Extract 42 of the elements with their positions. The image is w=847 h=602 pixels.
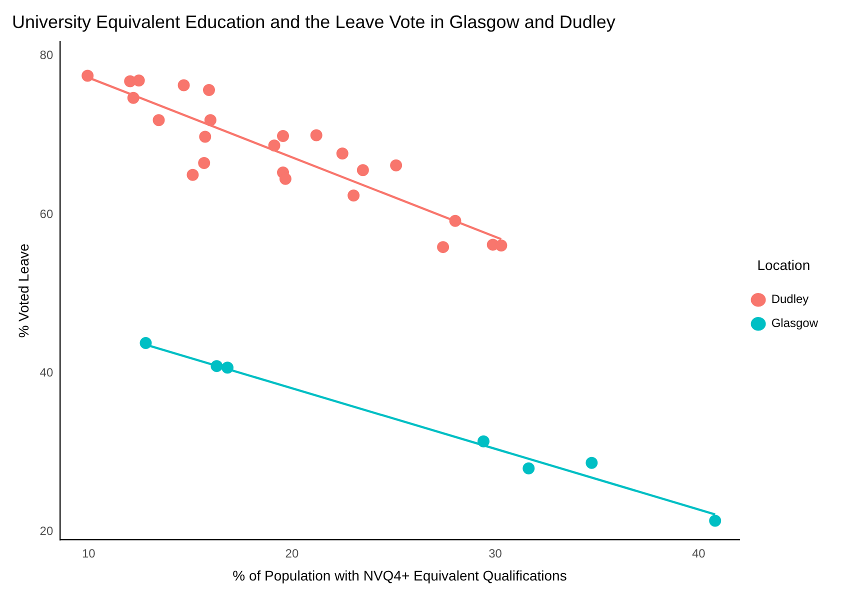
y-axis-title: % Voted Leave [15,243,32,338]
point [390,159,402,172]
point [277,130,290,142]
y-tick-label: 40 [40,366,54,380]
point [310,129,322,142]
point [356,164,369,176]
point [186,168,199,181]
point [127,92,140,104]
point [152,114,165,126]
chart-title: University Equivalent Education and the Leave Vote in Glasgow and Dudley [12,12,616,32]
legend-title: Location [757,256,810,273]
point [132,74,145,86]
point [202,84,215,96]
x-tick-label: 20 [285,546,299,560]
legend-label: Glasgow [771,316,818,330]
x-tick-label: 10 [82,546,96,560]
point [82,70,94,82]
x-axis-title: % of Population with NVQ4+ Equivalent Qualifications [232,567,567,584]
point [478,435,490,448]
point [199,130,212,143]
point [336,147,348,160]
point [279,172,292,185]
point [198,156,210,169]
point [178,79,190,92]
y-tick-label: 60 [40,206,54,221]
point [204,114,216,126]
point [140,337,152,350]
point [210,360,223,372]
point [522,462,535,474]
point [348,190,360,202]
legend-label: Dudley [771,292,809,306]
point [586,456,598,469]
y-tick-label: 80 [40,48,54,62]
point [709,514,722,527]
y-tick-label: 20 [40,524,54,538]
x-tick-label: 30 [488,546,502,560]
point [437,241,450,254]
point [222,362,234,374]
x-tick-label: 40 [692,546,706,560]
point [495,239,508,252]
point [268,140,280,152]
point [449,214,462,227]
